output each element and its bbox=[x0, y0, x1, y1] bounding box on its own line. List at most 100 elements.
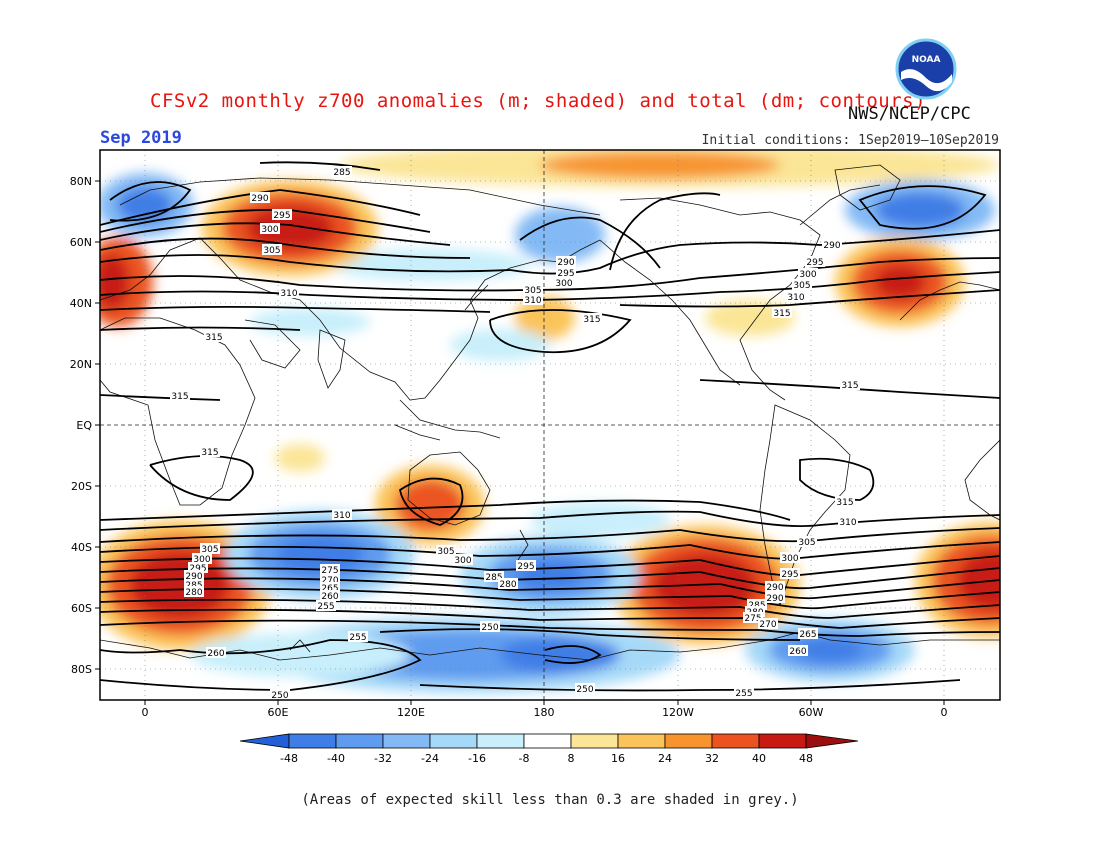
contour-label: 260 bbox=[788, 645, 808, 657]
svg-text:305: 305 bbox=[798, 538, 815, 548]
contour-label: 315 bbox=[772, 307, 792, 319]
svg-text:285: 285 bbox=[485, 573, 502, 583]
lat-label: 20N bbox=[70, 358, 92, 371]
colorbar-swatch bbox=[288, 733, 337, 749]
svg-text:280: 280 bbox=[499, 580, 516, 590]
colorbar-swatch bbox=[382, 733, 431, 749]
contour-label: 290 bbox=[250, 192, 270, 204]
svg-text:270: 270 bbox=[759, 620, 776, 630]
map-title: CFSv2 monthly z700 anomalies (m; shaded)… bbox=[150, 90, 927, 112]
svg-text:295: 295 bbox=[781, 570, 798, 580]
contour-label: 280 bbox=[498, 578, 518, 590]
contour-label: 290 bbox=[822, 239, 842, 251]
noaa-logo: NOAA bbox=[895, 38, 957, 100]
contour-label: 295 bbox=[272, 209, 292, 221]
svg-text:315: 315 bbox=[836, 498, 853, 508]
contour-label: 275 bbox=[320, 564, 340, 576]
contour-label: 270 bbox=[758, 618, 778, 630]
contour-label: 295 bbox=[805, 256, 825, 268]
contour-label: 275 bbox=[743, 612, 763, 624]
contour-label: 260 bbox=[320, 590, 340, 602]
colorbar-swatch bbox=[570, 733, 619, 749]
contour-label: 255 bbox=[348, 631, 368, 643]
svg-text:270: 270 bbox=[321, 576, 338, 586]
initial-conditions: Initial conditions: 1Sep2019–10Sep2019 bbox=[701, 133, 999, 148]
colorbar-swatch bbox=[335, 733, 384, 749]
colorbar bbox=[239, 733, 859, 749]
svg-text:300: 300 bbox=[781, 554, 798, 564]
svg-text:250: 250 bbox=[271, 691, 288, 701]
svg-text:315: 315 bbox=[841, 381, 858, 391]
svg-text:310: 310 bbox=[280, 289, 297, 299]
contour-label: 315 bbox=[840, 379, 860, 391]
svg-text:310: 310 bbox=[787, 293, 804, 303]
svg-text:275: 275 bbox=[744, 614, 761, 624]
contour-label: 305 bbox=[523, 284, 543, 296]
lat-label: 80N bbox=[70, 175, 92, 188]
contour-label: 315 bbox=[582, 313, 602, 325]
contour-label: 290 bbox=[184, 570, 204, 582]
colorbar-tick: 8 bbox=[568, 752, 575, 765]
contour-label: 295 bbox=[556, 267, 576, 279]
svg-text:260: 260 bbox=[789, 647, 806, 657]
svg-text:260: 260 bbox=[207, 649, 224, 659]
contour-label: 265 bbox=[798, 628, 818, 640]
contour-label: 300 bbox=[192, 553, 212, 565]
lat-label: 40N bbox=[70, 297, 92, 310]
svg-text:290: 290 bbox=[766, 583, 783, 593]
svg-text:290: 290 bbox=[251, 194, 268, 204]
svg-text:305: 305 bbox=[437, 547, 454, 557]
svg-text:300: 300 bbox=[261, 225, 278, 235]
colorbar-tick: 32 bbox=[705, 752, 719, 765]
svg-text:315: 315 bbox=[171, 392, 188, 402]
svg-text:265: 265 bbox=[321, 584, 338, 594]
contour-label: 305 bbox=[436, 545, 456, 557]
colorbar-swatch bbox=[429, 733, 478, 749]
lat-label: EQ bbox=[76, 419, 92, 432]
svg-text:315: 315 bbox=[583, 315, 600, 325]
svg-text:250: 250 bbox=[576, 685, 593, 695]
contour-label: 310 bbox=[786, 291, 806, 303]
svg-text:255: 255 bbox=[349, 633, 366, 643]
contour-labels: 285 290 295 300 305 310 315 315 315 315 … bbox=[170, 166, 860, 701]
svg-text:310: 310 bbox=[333, 511, 350, 521]
colorbar-swatch bbox=[617, 733, 666, 749]
contour-label: 305 bbox=[797, 536, 817, 548]
lon-label: 120W bbox=[662, 706, 694, 719]
contour-label: 300 bbox=[554, 277, 574, 289]
svg-text:290: 290 bbox=[557, 258, 574, 268]
colorbar-tick: 24 bbox=[658, 752, 672, 765]
contour-label: 310 bbox=[279, 287, 299, 299]
svg-text:285: 285 bbox=[333, 168, 350, 178]
longitude-labels: 0 60E 120E 180 120W 60W 0 bbox=[142, 706, 948, 719]
svg-text:295: 295 bbox=[189, 564, 206, 574]
colorbar-swatch bbox=[805, 733, 859, 749]
colorbar-tick: 48 bbox=[799, 752, 813, 765]
colorbar-tick: -40 bbox=[327, 752, 345, 765]
svg-text:300: 300 bbox=[454, 556, 471, 566]
svg-text:300: 300 bbox=[193, 555, 210, 565]
svg-text:295: 295 bbox=[557, 269, 574, 279]
contour-label: 295 bbox=[188, 562, 208, 574]
contour-label: 295 bbox=[780, 568, 800, 580]
colorbar-tick: -8 bbox=[519, 752, 530, 765]
svg-text:265: 265 bbox=[799, 630, 816, 640]
colorbar-tick: -48 bbox=[280, 752, 298, 765]
svg-text:250: 250 bbox=[481, 623, 498, 633]
contour-label: 315 bbox=[835, 496, 855, 508]
height-contours bbox=[100, 161, 1000, 692]
contour-label: 300 bbox=[780, 552, 800, 564]
contour-label: 255 bbox=[734, 687, 754, 699]
colorbar-swatch bbox=[476, 733, 525, 749]
colorbar-tick: -24 bbox=[421, 752, 439, 765]
contour-label: 300 bbox=[798, 268, 818, 280]
contour-label: 315 bbox=[200, 446, 220, 458]
lon-label: 60E bbox=[268, 706, 289, 719]
contour-label: 250 bbox=[480, 621, 500, 633]
svg-text:315: 315 bbox=[201, 448, 218, 458]
colorbar-ticks: -48 -40 -32 -24 -16 -8 8 16 24 32 40 48 bbox=[280, 752, 813, 765]
colorbar-swatch bbox=[523, 733, 572, 749]
svg-text:305: 305 bbox=[263, 246, 280, 256]
svg-text:305: 305 bbox=[793, 281, 810, 291]
